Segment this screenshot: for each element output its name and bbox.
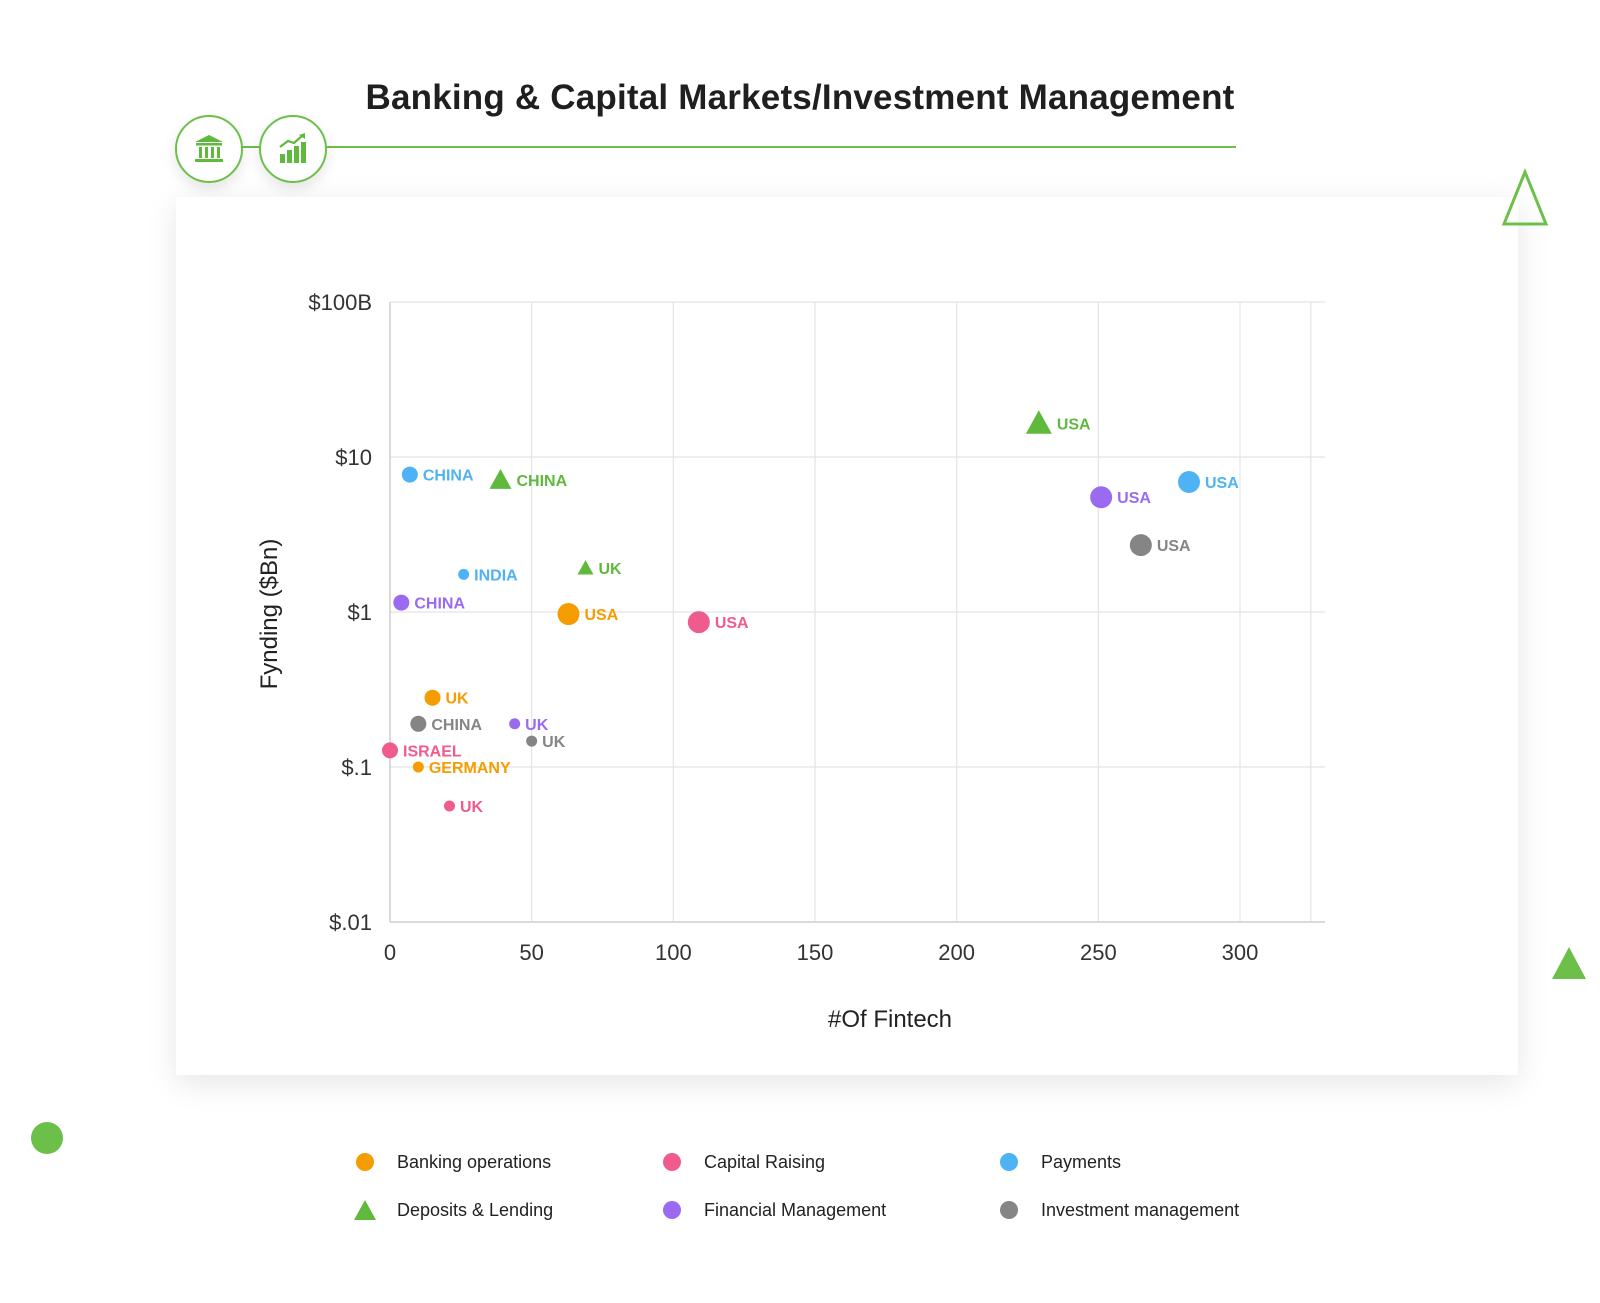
data-label-financial-management: UK: [525, 717, 549, 734]
outline-triangle-decoration: [1501, 168, 1549, 226]
data-point-deposits-lending: [577, 560, 594, 575]
data-label-banking-operations: GERMANY: [429, 760, 511, 777]
x-tick-label: 150: [797, 940, 834, 965]
legend-marker-deposits-lending: [354, 1200, 376, 1220]
data-point-deposits-lending: [489, 469, 512, 489]
legend-label: Financial Management: [704, 1199, 887, 1220]
data-label-financial-management: CHINA: [414, 596, 465, 613]
data-point-banking-operations: [412, 761, 424, 773]
data-point-deposits-lending: [1025, 410, 1052, 434]
legend-label: Investment management: [1041, 1199, 1240, 1220]
data-label-payments: INDIA: [474, 567, 518, 584]
data-label-payments: USA: [1205, 475, 1239, 492]
legend-item-banking-operations: Banking operations: [353, 1150, 551, 1174]
legend-marker-financial-management: [663, 1201, 681, 1219]
legend-label: Deposits & Lending: [397, 1199, 554, 1220]
y-tick-label: $10: [335, 445, 372, 470]
x-tick-label: 0: [384, 940, 396, 965]
circle-decoration: [31, 1122, 63, 1154]
y-tick-label: $1: [348, 600, 372, 625]
x-tick-label: 200: [938, 940, 975, 965]
x-tick-label: 250: [1080, 940, 1117, 965]
x-tick-label: 300: [1222, 940, 1259, 965]
data-point-investment-management: [1129, 534, 1152, 557]
legend-item-capital-raising: Capital Raising: [660, 1150, 825, 1174]
data-point-payments: [1178, 470, 1200, 493]
filled-triangle-decoration: [1552, 947, 1586, 979]
bank-badge: [175, 115, 243, 183]
legend-item-payments: Payments: [997, 1150, 1121, 1174]
legend-label: Capital Raising: [704, 1151, 826, 1172]
data-point-payments: [401, 466, 418, 483]
legend-marker-banking-operations: [356, 1153, 374, 1171]
data-point-financial-management: [509, 718, 521, 730]
data-label-deposits-lending: UK: [599, 561, 623, 578]
data-point-banking-operations: [424, 689, 441, 706]
legend-label: Payments: [1041, 1151, 1122, 1172]
x-tick-label: 100: [655, 940, 692, 965]
data-label-capital-raising: UK: [460, 799, 484, 816]
y-tick-label: $.01: [329, 910, 372, 935]
legend-marker-capital-raising: [663, 1153, 681, 1171]
data-label-payments: CHINA: [423, 468, 474, 485]
data-label-deposits-lending: CHINA: [517, 473, 568, 490]
data-label-financial-management: USA: [1117, 490, 1151, 507]
chart-title: Banking & Capital Markets/Investment Man…: [365, 78, 1235, 117]
y-axis-title: Fynding ($Bn): [256, 538, 283, 690]
data-point-banking-operations: [557, 603, 580, 626]
y-tick-label: $100B: [308, 290, 372, 315]
data-label-banking-operations: USA: [585, 607, 619, 624]
legend-item-investment-management: Investment management: [997, 1198, 1239, 1222]
data-point-capital-raising: [382, 742, 398, 759]
data-point-financial-management: [393, 594, 410, 611]
data-point-payments: [458, 568, 470, 580]
bar-chart-growth-icon: [279, 133, 306, 163]
x-axis-title: #Of Fintech: [827, 1006, 953, 1033]
data-label-deposits-lending: USA: [1057, 416, 1091, 433]
legend-label: Banking operations: [397, 1151, 552, 1172]
legend-marker-investment-management: [1000, 1201, 1018, 1219]
bank-icon: [195, 135, 223, 162]
title-underline: [238, 146, 1236, 148]
chart-legend: Banking operations Capital Raising Payme…: [353, 1150, 1293, 1260]
data-point-financial-management: [1090, 486, 1113, 509]
data-label-banking-operations: UK: [446, 691, 470, 708]
legend-item-financial-management: Financial Management: [660, 1198, 886, 1222]
data-label-investment-management: CHINA: [431, 717, 482, 734]
data-point-investment-management: [410, 715, 427, 732]
data-point-capital-raising: [444, 800, 455, 812]
growth-badge: [259, 115, 327, 183]
data-label-capital-raising: ISRAEL: [403, 743, 462, 760]
x-tick-label: 50: [519, 940, 543, 965]
chart-card: [176, 197, 1518, 1075]
data-point-capital-raising: [687, 611, 710, 634]
data-label-capital-raising: USA: [715, 615, 749, 632]
y-tick-label: $.1: [341, 755, 372, 780]
legend-item-deposits-lending: Deposits & Lending: [353, 1198, 553, 1222]
data-label-investment-management: UK: [542, 734, 566, 751]
data-label-investment-management: USA: [1157, 538, 1191, 555]
data-point-investment-management: [526, 735, 538, 747]
legend-marker-payments: [1000, 1153, 1018, 1171]
